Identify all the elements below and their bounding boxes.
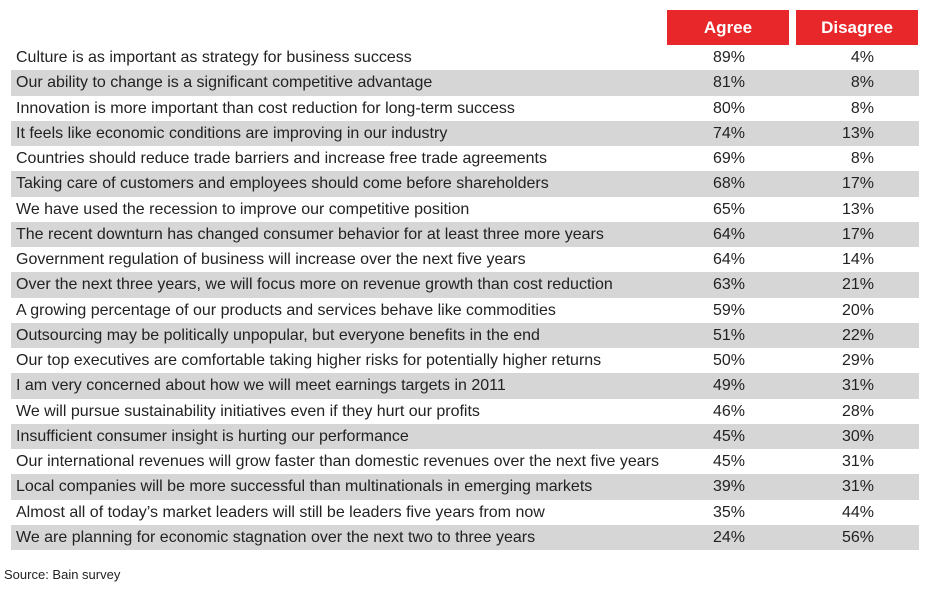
statement-label: A growing percentage of our products and…	[16, 301, 556, 319]
disagree-value: 17%	[841, 175, 874, 193]
statement-label: Innovation is more important than cost r…	[16, 99, 515, 117]
agree-value: 68%	[712, 175, 745, 193]
agree-value: 51%	[712, 326, 745, 344]
table-row: Insufficient consumer insight is hurting…	[11, 423, 919, 449]
disagree-value: 28%	[841, 402, 874, 420]
agree-value: 50%	[712, 352, 745, 369]
agree-value: 65%	[712, 200, 745, 218]
table-row: Local companies will be more successful …	[11, 474, 919, 500]
table-row: It feels like economic conditions are im…	[11, 120, 919, 146]
disagree-column-header: Disagree	[796, 10, 918, 45]
disagree-value: 17%	[841, 225, 874, 243]
survey-table: Agree Disagree Culture is as important a…	[11, 10, 919, 550]
agree-value: 35%	[712, 503, 745, 521]
table-header: Agree Disagree	[11, 10, 919, 45]
statement-label: Government regulation of business will i…	[16, 251, 526, 268]
table-row: Our international revenues will grow fas…	[11, 449, 919, 474]
table-row: Over the next three years, we will focus…	[11, 272, 919, 298]
disagree-value: 13%	[841, 200, 874, 218]
table-row: Almost all of today’s market leaders wil…	[11, 500, 919, 525]
statement-label: Our international revenues will grow fas…	[16, 453, 659, 470]
agree-value: 69%	[712, 150, 745, 167]
table-row: Government regulation of business will i…	[11, 247, 919, 272]
table-row: We have used the recession to improve ou…	[11, 197, 919, 222]
agree-value: 24%	[712, 528, 745, 546]
disagree-value: 31%	[841, 377, 874, 395]
disagree-value: 30%	[841, 427, 874, 445]
agree-value: 45%	[712, 427, 745, 445]
disagree-value: 4%	[850, 49, 874, 66]
table-row: Our top executives are comfortable takin…	[11, 348, 919, 373]
disagree-value: 8%	[850, 150, 874, 167]
disagree-value: 8%	[850, 99, 874, 117]
disagree-value: 29%	[841, 352, 874, 369]
statement-label: Outsourcing may be politically unpopular…	[16, 326, 540, 344]
table-row: Taking care of customers and employees s…	[11, 171, 919, 197]
statement-label: Insufficient consumer insight is hurting…	[16, 427, 409, 445]
statement-label: Countries should reduce trade barriers a…	[16, 150, 547, 167]
disagree-value: 31%	[841, 453, 874, 470]
disagree-value: 56%	[841, 528, 874, 546]
disagree-value: 22%	[841, 326, 874, 344]
agree-value: 80%	[712, 99, 745, 117]
statement-label: Culture is as important as strategy for …	[16, 49, 412, 66]
agree-value: 46%	[712, 402, 745, 420]
statement-label: I am very concerned about how we will me…	[16, 377, 506, 395]
table-row: The recent downturn has changed consumer…	[11, 221, 919, 247]
statement-label: Taking care of customers and employees s…	[16, 175, 549, 193]
table-body: Culture is as important as strategy for …	[11, 45, 919, 550]
table-row: Outsourcing may be politically unpopular…	[11, 322, 919, 348]
disagree-value: 21%	[841, 276, 874, 294]
agree-value: 59%	[712, 301, 745, 319]
disagree-value: 31%	[841, 478, 874, 496]
source-note: Source: Bain survey	[4, 567, 121, 582]
statement-label: The recent downturn has changed consumer…	[16, 225, 604, 243]
agree-value: 45%	[712, 453, 745, 470]
disagree-value: 14%	[841, 251, 874, 268]
table-row: We will pursue sustainability initiative…	[11, 399, 919, 424]
agree-value: 49%	[712, 377, 745, 395]
statement-label: We are planning for economic stagnation …	[16, 528, 536, 546]
statement-label: We have used the recession to improve ou…	[16, 200, 470, 218]
statement-label: It feels like economic conditions are im…	[16, 124, 448, 142]
disagree-value: 13%	[841, 124, 874, 142]
statement-label: Over the next three years, we will focus…	[16, 276, 613, 294]
table-row: A growing percentage of our products and…	[11, 298, 919, 323]
table-row: Culture is as important as strategy for …	[11, 45, 919, 70]
agree-value: 74%	[712, 124, 745, 142]
statement-label: Our top executives are comfortable takin…	[16, 352, 602, 369]
agree-value: 89%	[712, 49, 745, 66]
disagree-value: 20%	[841, 301, 874, 319]
statement-label: Almost all of today’s market leaders wil…	[16, 503, 545, 521]
statement-label: We will pursue sustainability initiative…	[16, 402, 480, 420]
statement-label: Our ability to change is a significant c…	[16, 74, 433, 92]
agree-value: 39%	[712, 478, 745, 496]
table-row: Innovation is more important than cost r…	[11, 96, 919, 121]
disagree-value: 8%	[850, 74, 874, 92]
statement-label: Local companies will be more successful …	[16, 478, 593, 496]
agree-value: 81%	[712, 74, 745, 92]
disagree-value: 44%	[841, 503, 874, 521]
agree-column-header: Agree	[667, 10, 789, 45]
table-row: Countries should reduce trade barriers a…	[11, 146, 919, 171]
table-row: Our ability to change is a significant c…	[11, 70, 919, 96]
table-row: We are planning for economic stagnation …	[11, 524, 919, 550]
agree-value: 64%	[712, 225, 745, 243]
agree-value: 64%	[712, 251, 745, 268]
table-row: I am very concerned about how we will me…	[11, 373, 919, 399]
agree-value: 63%	[712, 276, 745, 294]
